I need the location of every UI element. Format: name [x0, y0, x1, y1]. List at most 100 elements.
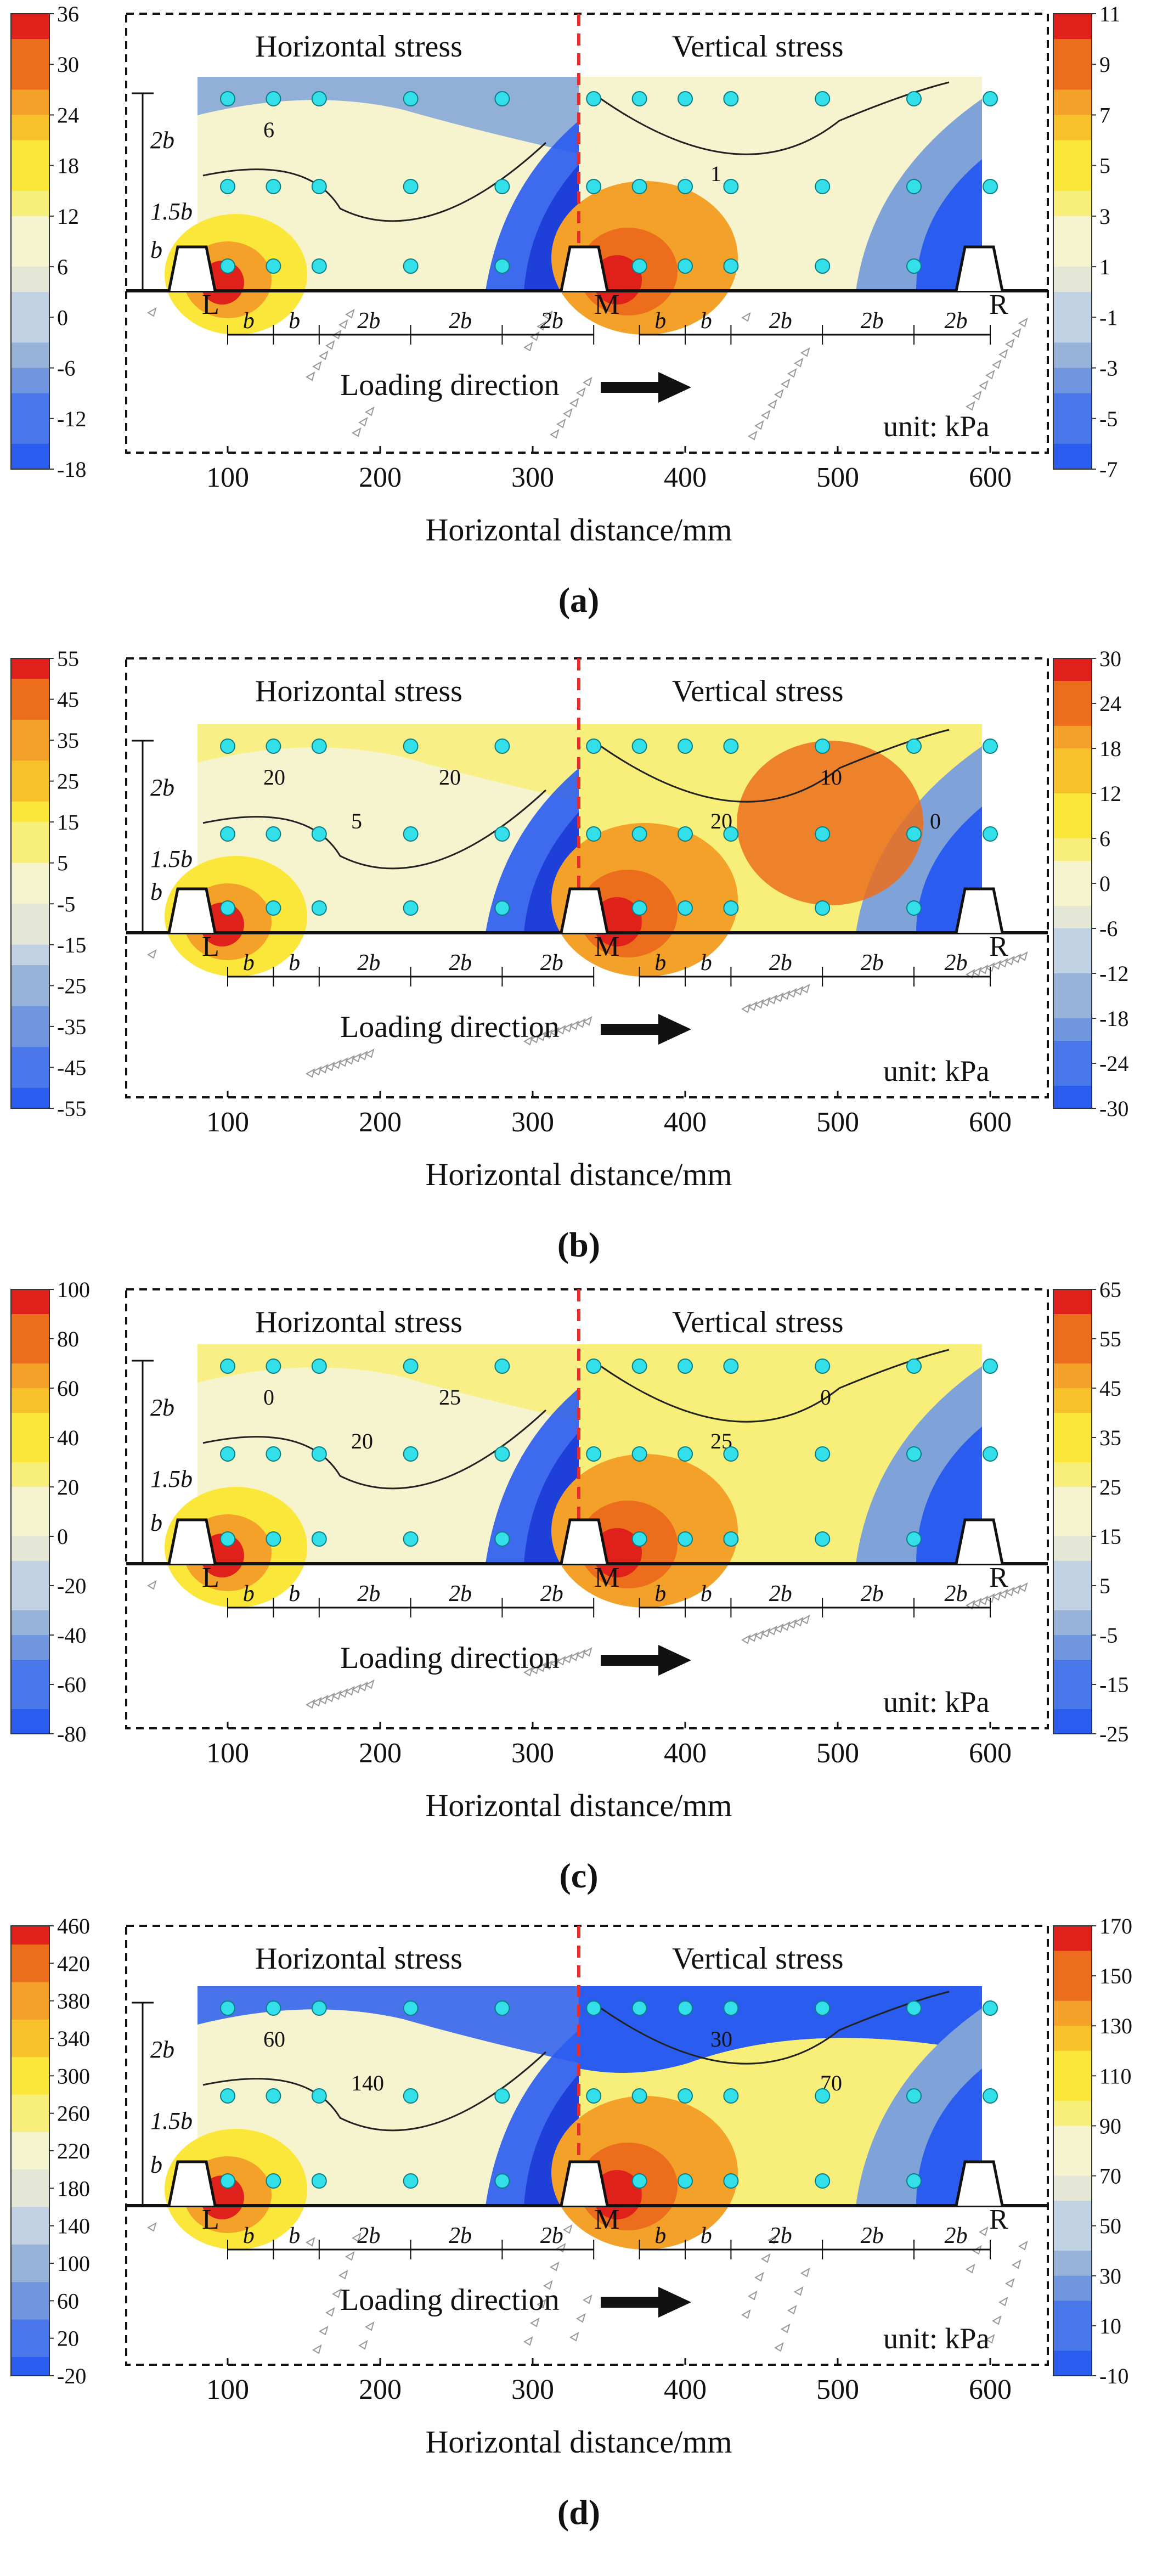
- sensor-point: [403, 900, 419, 916]
- ballast-mark: [569, 397, 579, 408]
- left-colorbar-band: [11, 64, 49, 90]
- sensor-point: [494, 826, 510, 842]
- left-colorbar-label: -35: [57, 1014, 86, 1039]
- right-colorbar-band: [1053, 996, 1092, 1019]
- right-colorbar-band: [1053, 771, 1092, 794]
- right-colorbar-band: [1053, 2100, 1092, 2126]
- right-colorbar-band: [1053, 681, 1092, 704]
- left-colorbar-label: 180: [57, 2176, 90, 2201]
- sensor-point: [906, 826, 922, 842]
- left-colorbar-label: -12: [57, 407, 86, 431]
- left-colorbar-label: 12: [57, 204, 79, 229]
- panel-frame: [125, 1288, 1049, 1729]
- sensor-point: [494, 1446, 510, 1462]
- ballast-mark: [306, 1068, 315, 1078]
- left-colorbar-band: [11, 1006, 49, 1027]
- ballast-mark: [338, 319, 348, 329]
- sensor-point: [906, 2000, 922, 2016]
- spacing-label: b: [701, 2223, 712, 2248]
- right-colorbar-band: [1053, 89, 1092, 115]
- ballast-mark: [338, 1057, 348, 1067]
- ballast-mark: [563, 1653, 573, 1664]
- sensor-point: [723, 2173, 739, 2189]
- ballast-mark: [1018, 951, 1028, 961]
- x-tick-label: 600: [969, 1107, 1012, 1138]
- right-colorbar-label: -1: [1099, 305, 1118, 330]
- right-colorbar-band: [1053, 393, 1092, 419]
- x-tick-label: 500: [816, 1107, 859, 1138]
- ballast-mark: [748, 430, 758, 441]
- x-axis-label: Horizontal distance/mm: [426, 1788, 732, 1823]
- ballast-mark: [569, 1020, 579, 1030]
- sensor-point: [311, 1446, 327, 1462]
- spacing-label: 2b: [357, 2223, 380, 2248]
- left-colorbar-band: [11, 393, 49, 419]
- right-colorbar-band: [1053, 1018, 1092, 1041]
- right-colorbar-label: 45: [1099, 1376, 1121, 1401]
- left-colorbar-label: -45: [57, 1055, 86, 1080]
- left-colorbar-band: [11, 985, 49, 1007]
- right-colorbar-band: [1053, 2350, 1092, 2376]
- left-colorbar-frame: [10, 13, 50, 470]
- right-colorbar-label: 5: [1099, 154, 1110, 178]
- right-colorbar-band: [1053, 906, 1092, 929]
- ballast-mark: [306, 371, 315, 381]
- sensor-point: [723, 900, 739, 916]
- depth-label: b: [150, 878, 162, 905]
- right-colorbar-band: [1053, 1388, 1092, 1413]
- sensor-point: [983, 1359, 998, 1374]
- sleeper-label-l: L: [202, 1562, 219, 1593]
- right-colorbar-band: [1053, 1339, 1092, 1364]
- right-colorbar-label: -18: [1099, 1006, 1128, 1031]
- left-colorbar-label: 60: [57, 1376, 79, 1401]
- horizontal-stress-field: [165, 1344, 579, 1608]
- left-colorbar-band: [11, 1289, 49, 1315]
- ballast-mark: [787, 1619, 797, 1629]
- right-colorbar-band: [1053, 64, 1092, 90]
- left-colorbar-band: [11, 1388, 49, 1413]
- ballast-mark: [998, 1588, 1008, 1599]
- x-tick-label: 100: [206, 1738, 249, 1769]
- ballast-mark: [537, 2298, 546, 2309]
- sensor-point: [815, 2000, 831, 2016]
- right-colorbar-band: [1053, 39, 1092, 65]
- left-colorbar-label: 0: [57, 305, 68, 330]
- sensor-point: [815, 900, 831, 916]
- ballast-mark: [523, 1666, 533, 1677]
- ballast-mark: [338, 1688, 348, 1698]
- panel-c: 0 20 25 25 0 Horizontal stress Vertical stress…: [10, 1277, 1128, 1895]
- left-colorbar-band: [11, 14, 49, 40]
- sensor-point: [983, 179, 998, 194]
- left-colorbar-label: 140: [57, 2214, 90, 2239]
- left-colorbar-label: -20: [57, 1574, 86, 1598]
- sensor-point: [403, 258, 419, 274]
- sensor-point: [266, 739, 281, 754]
- left-colorbar-band: [11, 1413, 49, 1438]
- left-colorbar-band: [11, 1047, 49, 1068]
- ballast-mark: [147, 949, 157, 959]
- left-colorbar-band: [11, 2188, 49, 2207]
- sensor-point: [403, 739, 419, 754]
- left-colorbar-label: 80: [57, 1327, 79, 1351]
- right-colorbar-band: [1053, 2151, 1092, 2177]
- spacing-label: b: [289, 950, 300, 976]
- right-colorbar-frame: [1053, 13, 1092, 470]
- left-colorbar-label: 24: [57, 103, 79, 127]
- sensor-point: [220, 258, 235, 274]
- contour-value-label: 6: [263, 117, 274, 142]
- left-colorbar-band: [11, 2282, 49, 2301]
- spacing-label: b: [289, 1581, 300, 1607]
- ballast-mark: [1012, 953, 1021, 963]
- right-colorbar-label: 7: [1099, 103, 1110, 127]
- ballast-mark: [972, 966, 982, 977]
- left-colorbar-band: [11, 2169, 49, 2189]
- sensor-point: [631, 179, 647, 194]
- contour-value-label: 20: [263, 765, 285, 790]
- left-colorbar-band: [11, 89, 49, 115]
- sensor-point: [678, 91, 693, 106]
- sensor-point: [723, 2088, 739, 2104]
- right-colorbar-band: [1053, 190, 1092, 217]
- sensor-point: [723, 1446, 739, 1462]
- ballast-mark: [1012, 1584, 1021, 1594]
- ballast-mark: [365, 2321, 375, 2331]
